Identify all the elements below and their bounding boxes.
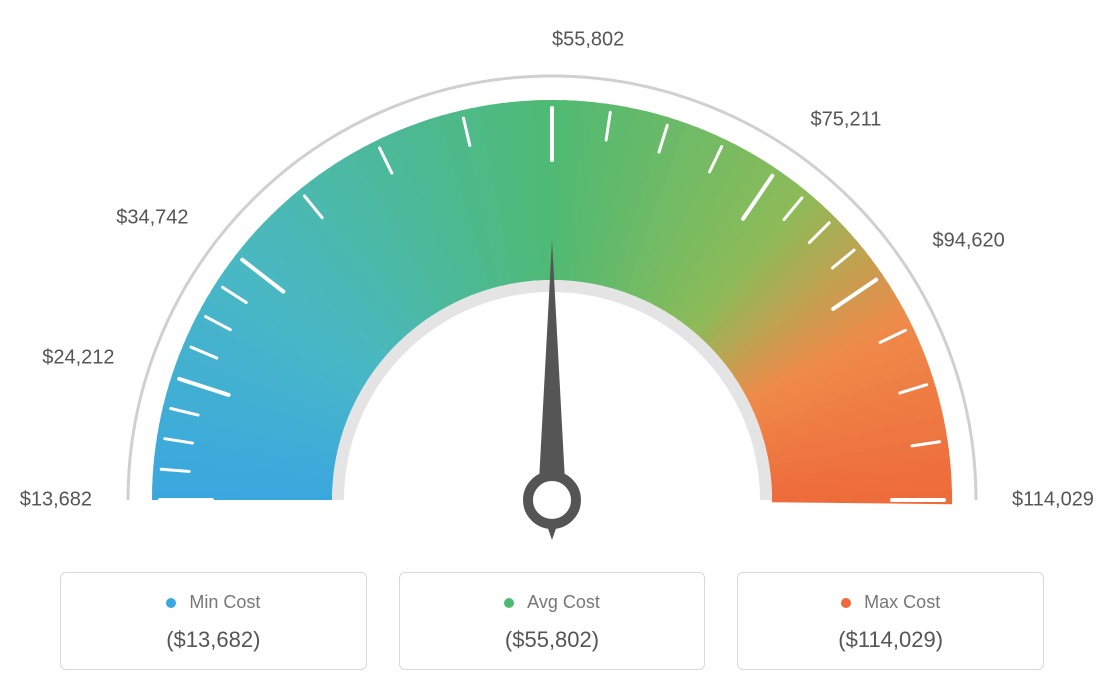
min-cost-label: Min Cost	[189, 592, 260, 612]
min-cost-card: Min Cost ($13,682)	[60, 572, 367, 670]
dot-icon	[166, 598, 176, 608]
avg-cost-card: Avg Cost ($55,802)	[399, 572, 706, 670]
dot-icon	[841, 598, 851, 608]
avg-cost-heading: Avg Cost	[410, 591, 695, 613]
gauge-chart: $13,682 $24,212 $34,742 $55,802 $75,211 $94,6…	[0, 0, 1104, 560]
dot-icon	[504, 598, 514, 608]
max-cost-card: Max Cost ($114,029)	[737, 572, 1044, 670]
gauge-tick-label: $13,682	[20, 489, 92, 512]
gauge-tick-label: $114,029	[1012, 489, 1094, 512]
summary-cards: Min Cost ($13,682) Avg Cost ($55,802) Ma…	[60, 572, 1044, 670]
avg-cost-value: ($55,802)	[410, 627, 695, 653]
gauge-tick-label: $55,802	[552, 29, 624, 52]
gauge-tick-label: $75,211	[811, 108, 882, 131]
max-cost-value: ($114,029)	[748, 627, 1033, 653]
min-cost-heading: Min Cost	[71, 591, 356, 613]
max-cost-label: Max Cost	[864, 592, 940, 612]
gauge-tick-label: $34,742	[116, 207, 188, 230]
gauge-tick-label: $94,620	[932, 230, 1004, 253]
max-cost-heading: Max Cost	[748, 591, 1033, 613]
gauge-tick-label: $24,212	[42, 346, 114, 369]
avg-cost-label: Avg Cost	[527, 592, 600, 612]
min-cost-value: ($13,682)	[71, 627, 356, 653]
gauge-svg	[0, 0, 1104, 560]
